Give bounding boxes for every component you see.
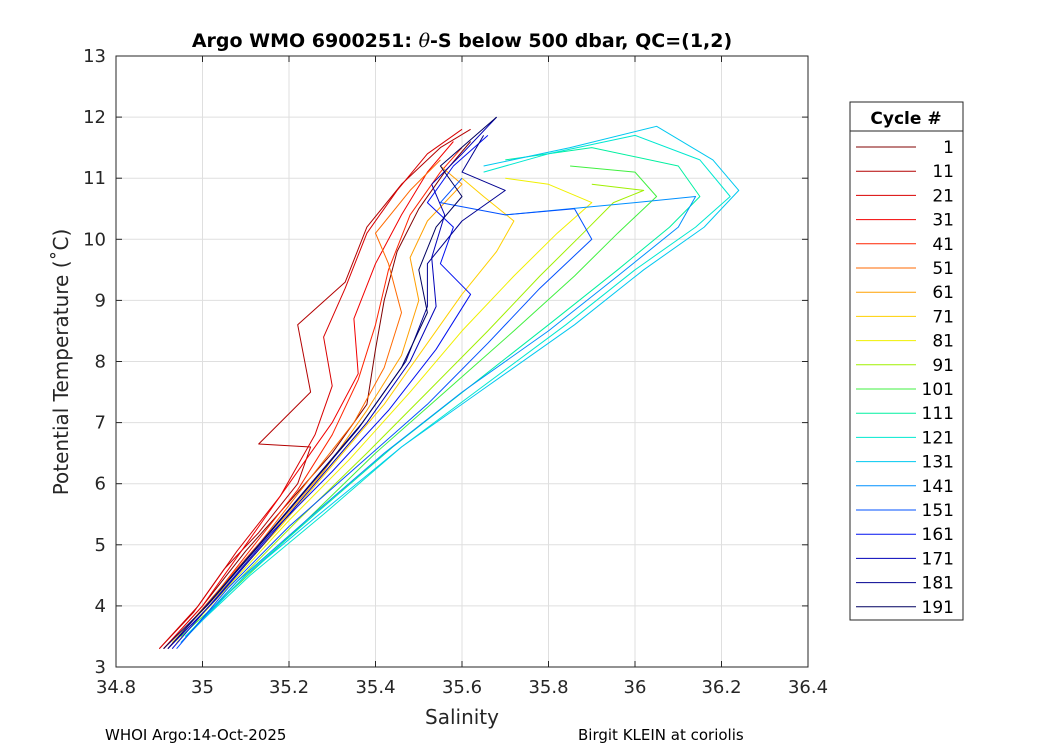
- chart-title: Argo WMO 6900251: θ-S below 500 dbar, QC…: [192, 30, 732, 52]
- y-tick-label: 4: [95, 596, 106, 617]
- x-tick-label: 35.6: [442, 677, 482, 698]
- y-tick-label: 7: [95, 413, 106, 434]
- x-ticks: 34.8 35 35.2 35.4 35.6 35.8 36 36.2 36.4: [96, 56, 828, 698]
- series-line-cycle-151: [176, 177, 593, 650]
- series-line-cycle-91: [180, 183, 645, 643]
- legend-label-cycle-141: 141: [922, 477, 954, 497]
- legend-label-cycle-161: 161: [922, 525, 954, 545]
- legend-label-cycle-191: 191: [922, 598, 954, 618]
- legend-label-cycle-111: 111: [922, 404, 954, 424]
- series-line-cycle-111: [184, 147, 701, 637]
- x-tick-label: 35.8: [528, 677, 568, 698]
- y-tick-label: 13: [83, 46, 106, 67]
- legend-label-cycle-131: 131: [922, 453, 954, 473]
- legend-label-cycle-91: 91: [932, 356, 954, 376]
- series-line-cycle-141: [180, 196, 697, 643]
- series-line-cycle-51: [167, 159, 441, 650]
- legend-label-cycle-121: 121: [922, 428, 954, 448]
- y-tick-label: 12: [83, 107, 106, 128]
- legend-label-cycle-181: 181: [922, 574, 954, 594]
- legend-label-cycle-21: 21: [932, 186, 954, 206]
- y-tick-label: 10: [83, 229, 106, 250]
- x-tick-label: 36: [624, 677, 647, 698]
- series-layer: [158, 116, 740, 650]
- series-line-cycle-161: [171, 135, 489, 650]
- series-line-cycle-121: [184, 134, 731, 637]
- title-part-suffix: -S below 500 dbar, QC=(1,2): [430, 30, 732, 52]
- series-line-cycle-21: [158, 128, 463, 650]
- legend-label-cycle-31: 31: [932, 211, 954, 231]
- series-line-cycle-11: [158, 128, 471, 650]
- y-ticks: 3 4 5 6 7 8 9 10 11 12 13: [83, 46, 808, 678]
- series-line-cycle-81: [176, 177, 593, 643]
- y-tick-label: 9: [95, 290, 106, 311]
- y-tick-label: 11: [83, 168, 106, 189]
- series-line-cycle-171: [167, 116, 497, 650]
- series-line-cycle-71: [171, 177, 515, 643]
- legend-label-cycle-101: 101: [922, 380, 954, 400]
- series-line-cycle-61: [171, 165, 463, 650]
- legend-items: 1112131415161718191101111121131141151161…: [856, 138, 954, 618]
- legend-label-cycle-61: 61: [932, 283, 954, 303]
- legend-label-cycle-71: 71: [932, 307, 954, 327]
- x-axis-label: Salinity: [425, 705, 499, 729]
- y-tick-label: 6: [95, 474, 106, 495]
- legend-label-cycle-151: 151: [922, 501, 954, 521]
- y-tick-label: 3: [95, 657, 106, 678]
- series-line-cycle-31: [163, 141, 454, 650]
- x-tick-label: 35: [191, 677, 214, 698]
- legend-label-cycle-51: 51: [932, 259, 954, 279]
- x-tick-label: 36.4: [788, 677, 828, 698]
- title-part-theta: θ: [419, 30, 431, 52]
- series-line-cycle-1: [163, 141, 471, 650]
- legend-label-cycle-171: 171: [922, 549, 954, 569]
- title-part-prefix: Argo WMO 6900251:: [192, 30, 419, 52]
- series-line-cycle-191: [163, 116, 497, 650]
- legend: Cycle # 11121314151617181911011111211311…: [849, 101, 964, 621]
- legend-label-cycle-11: 11: [932, 162, 954, 182]
- y-tick-label: 5: [95, 535, 106, 556]
- y-tick-label: 8: [95, 352, 106, 373]
- legend-box: [849, 101, 964, 621]
- legend-label-cycle-1: 1: [943, 138, 954, 158]
- legend-label-cycle-41: 41: [932, 235, 954, 255]
- y-axis-label: Potential Temperature (˚C): [49, 229, 73, 496]
- legend-title: Cycle #: [870, 109, 941, 129]
- series-line-cycle-131: [180, 125, 740, 643]
- footer-operator: Birgit KLEIN at coriolis: [578, 726, 744, 744]
- footer-source: WHOI Argo:14-Oct-2025: [105, 726, 287, 744]
- x-tick-label: 35.2: [269, 677, 309, 698]
- x-tick-label: 34.8: [96, 677, 136, 698]
- legend-label-cycle-81: 81: [932, 332, 954, 352]
- x-tick-label: 35.4: [355, 677, 395, 698]
- series-line-cycle-41: [167, 147, 463, 650]
- x-tick-label: 36.2: [701, 677, 741, 698]
- series-line-cycle-181: [167, 135, 506, 650]
